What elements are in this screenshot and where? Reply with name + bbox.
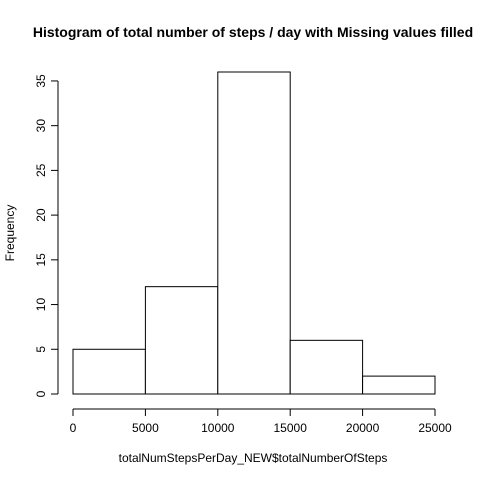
y-tick-label-5: 25	[34, 163, 48, 177]
x-axis: 0 5000 10000 15000 20000 25000	[70, 408, 452, 435]
x-tick-label-2: 10000	[201, 421, 235, 435]
chart-title: Histogram of total number of steps / day…	[33, 24, 473, 40]
y-tick-label-4: 20	[34, 208, 48, 222]
x-tick-label-1: 5000	[132, 421, 159, 435]
x-tick-label-3: 15000	[274, 421, 308, 435]
x-tick-label-5: 25000	[418, 421, 452, 435]
bars-group	[72, 71, 436, 395]
histogram-bar-4	[362, 375, 436, 395]
x-tick-label-0: 0	[70, 421, 77, 435]
y-axis: 0 5 10 15 20 25 30 35	[34, 74, 59, 397]
x-axis-label: totalNumStepsPerDay_NEW$totalNumberOfSte…	[119, 451, 388, 465]
y-axis-label: Frequency	[3, 205, 17, 262]
x-tick-label-4: 20000	[346, 421, 380, 435]
histogram-bar-0	[72, 348, 146, 395]
histogram-bar-1	[144, 286, 219, 395]
y-tick-label-1: 5	[34, 346, 48, 353]
y-tick-label-3: 15	[34, 253, 48, 267]
y-tick-label-2: 10	[34, 298, 48, 312]
histogram-bar-3	[289, 339, 364, 395]
y-tick-label-0: 0	[34, 390, 48, 397]
y-tick-label-6: 30	[34, 119, 48, 133]
histogram-bar-2	[217, 71, 291, 395]
y-tick-label-7: 35	[34, 74, 48, 88]
